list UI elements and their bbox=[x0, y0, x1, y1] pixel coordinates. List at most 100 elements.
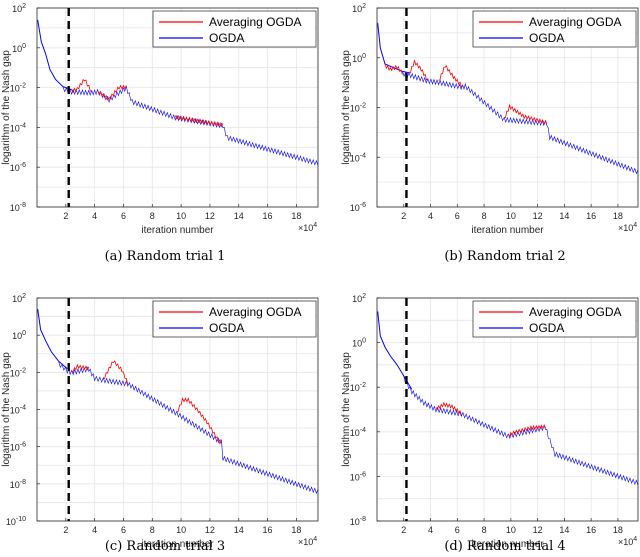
x-tick-label: 8 bbox=[482, 525, 487, 535]
legend-box bbox=[152, 10, 317, 48]
y-tick-label: 100 bbox=[352, 53, 366, 64]
y-tick-label: 10-2 bbox=[10, 367, 26, 378]
legend-label-ogda: OGDA bbox=[529, 321, 564, 335]
chart-panel-3: 2 4 6 8 10 12 14 16 18 10-10 10-8 10-6 10-4 10-2 100 10… bbox=[1, 293, 319, 554]
series-averaging-ogda-segment bbox=[103, 360, 129, 385]
x-tick-label: 14 bbox=[234, 525, 244, 535]
y-tick-label: 10-6 bbox=[350, 471, 366, 482]
series-averaging-ogda-segment bbox=[504, 103, 548, 125]
series-ogda bbox=[402, 71, 638, 175]
y-tick-label: 10-2 bbox=[350, 382, 366, 393]
y-tick-label: 100 bbox=[12, 43, 26, 54]
x-tick-label: 12 bbox=[533, 211, 543, 221]
y-axis-label: logarithm of the Nash gap bbox=[1, 50, 12, 165]
y-axis-label: logarithm of the Nash gap bbox=[341, 352, 352, 467]
x-tick-label: 6 bbox=[455, 525, 460, 535]
x-multiplier: ×104 bbox=[618, 222, 637, 233]
legend-box bbox=[472, 10, 637, 48]
x-tick-label: 8 bbox=[482, 211, 487, 221]
x-tick-label: 10 bbox=[176, 211, 186, 221]
x-axis-label: iteration number bbox=[471, 225, 544, 236]
series-averaging-ogda-segment bbox=[176, 397, 222, 444]
x-tick-label: 2 bbox=[63, 525, 68, 535]
series-averaging-ogda-segment bbox=[97, 84, 127, 101]
y-tick-label: 102 bbox=[352, 3, 366, 14]
x-tick-label: 2 bbox=[63, 211, 68, 221]
series-averaging-ogda-segment bbox=[71, 363, 90, 374]
series-averaging-ogda-segment bbox=[438, 64, 464, 88]
series-averaging-ogda-segment bbox=[384, 63, 403, 75]
y-tick-label: 100 bbox=[352, 338, 366, 349]
x-tick-label: 12 bbox=[205, 211, 215, 221]
y-tick-label: 10-6 bbox=[350, 202, 366, 213]
y-tick-label: 10-8 bbox=[10, 202, 26, 213]
x-axis-label: iteration number bbox=[471, 539, 544, 550]
x-tick-label: 6 bbox=[455, 211, 460, 221]
x-tick-label: 8 bbox=[150, 211, 155, 221]
legend-box bbox=[152, 300, 317, 338]
legend: Averaging OGDA OGDA bbox=[152, 10, 317, 48]
legend-label-ogda: OGDA bbox=[209, 31, 244, 45]
x-tick-label: 16 bbox=[586, 211, 596, 221]
y-tick-label: 102 bbox=[352, 293, 366, 304]
plot-area bbox=[37, 309, 318, 495]
x-tick-label: 4 bbox=[92, 211, 97, 221]
y-tick-label: 10-10 bbox=[6, 516, 26, 527]
legend-label-averaging-ogda: Averaging OGDA bbox=[209, 305, 302, 319]
x-tick-label: 18 bbox=[291, 211, 301, 221]
x-multiplier: ×104 bbox=[618, 536, 637, 547]
x-tick-label: 14 bbox=[559, 211, 569, 221]
series-averaging-ogda-segment bbox=[435, 401, 462, 416]
x-axis-label: iteration number bbox=[141, 539, 214, 550]
y-tick-label: 10-4 bbox=[10, 405, 26, 416]
x-tick-label: 10 bbox=[506, 525, 516, 535]
x-axis-label: iteration number bbox=[141, 225, 214, 236]
y-tick-label: 10-2 bbox=[10, 83, 26, 94]
x-tick-label: 4 bbox=[428, 525, 433, 535]
x-tick-label: 18 bbox=[613, 211, 623, 221]
legend: Averaging OGDA OGDA bbox=[472, 300, 637, 338]
y-tick-label: 102 bbox=[12, 293, 26, 304]
x-tick-label: 18 bbox=[291, 525, 301, 535]
series-ogda bbox=[403, 375, 638, 486]
x-tick-label: 18 bbox=[613, 525, 623, 535]
y-tick-label: 10-4 bbox=[350, 427, 366, 438]
y-tick-label: 10-6 bbox=[10, 162, 26, 173]
series-averaging-ogda-segment bbox=[409, 60, 429, 81]
plot-area bbox=[377, 311, 638, 486]
y-tick-label: 10-4 bbox=[10, 122, 26, 133]
x-tick-label: 12 bbox=[205, 525, 215, 535]
x-tick-label: 10 bbox=[176, 525, 186, 535]
x-tick-label: 6 bbox=[121, 211, 126, 221]
x-tick-label: 2 bbox=[401, 525, 406, 535]
plot-area bbox=[377, 22, 638, 175]
legend-box bbox=[472, 300, 637, 338]
series-averaging-ogda-segment bbox=[507, 424, 546, 438]
legend: Averaging OGDA OGDA bbox=[472, 10, 637, 48]
legend-label-averaging-ogda: Averaging OGDA bbox=[209, 15, 302, 29]
x-tick-label: 16 bbox=[586, 525, 596, 535]
legend-label-averaging-ogda: Averaging OGDA bbox=[529, 305, 622, 319]
y-tick-label: 10-8 bbox=[10, 479, 26, 490]
axes-frame bbox=[36, 7, 319, 208]
x-multiplier: ×104 bbox=[298, 222, 317, 233]
legend-label-ogda: OGDA bbox=[529, 31, 564, 45]
x-tick-label: 2 bbox=[401, 211, 406, 221]
plot-area bbox=[37, 19, 318, 166]
y-tick-label: 10-6 bbox=[10, 442, 26, 453]
series-ogda bbox=[58, 361, 318, 495]
panel-caption: (d) Random trial 4 bbox=[444, 539, 565, 554]
x-tick-label: 12 bbox=[533, 525, 543, 535]
chart-panel-2: 2 4 6 8 10 12 14 16 18 10-6 10-4 10-2 100 102 ×104 iter… bbox=[341, 3, 639, 264]
y-axis-label: logarithm of the Nash gap bbox=[341, 50, 352, 165]
x-tick-label: 16 bbox=[263, 211, 273, 221]
x-tick-label: 16 bbox=[263, 525, 273, 535]
y-tick-label: 10-4 bbox=[350, 152, 366, 163]
legend-label-ogda: OGDA bbox=[209, 321, 244, 335]
y-tick-label: 10-8 bbox=[350, 516, 366, 527]
x-tick-label: 8 bbox=[150, 525, 155, 535]
x-tick-label: 10 bbox=[506, 211, 516, 221]
legend-label-averaging-ogda: Averaging OGDA bbox=[529, 15, 622, 29]
x-multiplier: ×104 bbox=[298, 536, 317, 547]
